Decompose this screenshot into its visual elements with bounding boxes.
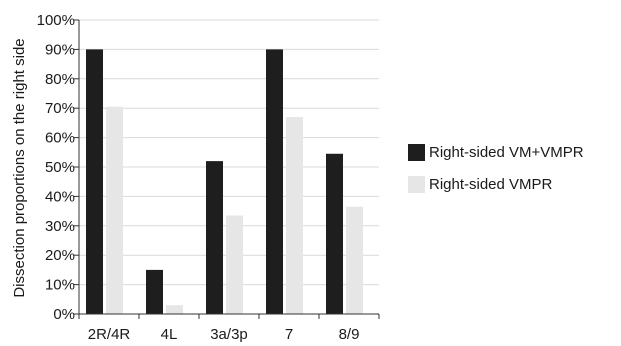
axes (74, 19, 380, 319)
legend-item-series-2: Right-sided VMPR (408, 174, 584, 194)
bar-2-7 (286, 117, 303, 315)
bar-2-4l (166, 305, 183, 314)
y-tick-label: 30% (45, 218, 75, 235)
legend-swatch-series-2 (408, 175, 425, 193)
bar-1-7 (266, 49, 283, 315)
x-tick-label: 7 (285, 326, 293, 343)
legend-label-series-2: Right-sided VMPR (429, 175, 553, 193)
y-tick-label: 10% (45, 277, 75, 294)
bar-2-3a3p (226, 215, 243, 314)
x-tick-label: 8/9 (339, 326, 360, 343)
bar-2-89 (346, 206, 363, 314)
legend-item-series-1: Right-sided VM+VMPR (408, 142, 584, 162)
y-tick-label: 40% (45, 188, 75, 205)
y-tick-labels: 0% 10% 20% 30% 40% 50% 60% 70% 80% 90% 100% (37, 12, 75, 323)
x-tick-label: 4L (161, 326, 178, 343)
bar-1-2r4r (86, 49, 103, 315)
legend-swatch-series-1 (408, 143, 425, 161)
legend: Right-sided VM+VMPR Right-sided VMPR (408, 142, 584, 206)
y-tick-label: 0% (53, 306, 75, 323)
y-tick-label: 50% (45, 159, 75, 176)
y-tick-label: 20% (45, 247, 75, 264)
y-tick-label: 70% (45, 100, 75, 117)
y-tick-label: 60% (45, 130, 75, 147)
bar-1-89 (326, 153, 343, 314)
x-tick-label: 3a/3p (210, 326, 248, 343)
x-tick-label: 2R/4R (88, 326, 131, 343)
bar-1-3a3p (206, 161, 223, 314)
gridlines (79, 19, 379, 286)
legend-label-series-1: Right-sided VM+VMPR (429, 143, 584, 161)
y-tick-label: 100% (37, 12, 75, 29)
y-axis-title: Dissection proportions on the right side (11, 38, 28, 297)
bar-1-4l (146, 269, 163, 314)
x-tick-labels: 2R/4R 4L 3a/3p 7 8/9 (88, 326, 360, 343)
bars (86, 49, 363, 315)
y-tick-label: 80% (45, 71, 75, 88)
bar-2-2r4r (106, 106, 123, 314)
y-tick-label: 90% (45, 41, 75, 58)
